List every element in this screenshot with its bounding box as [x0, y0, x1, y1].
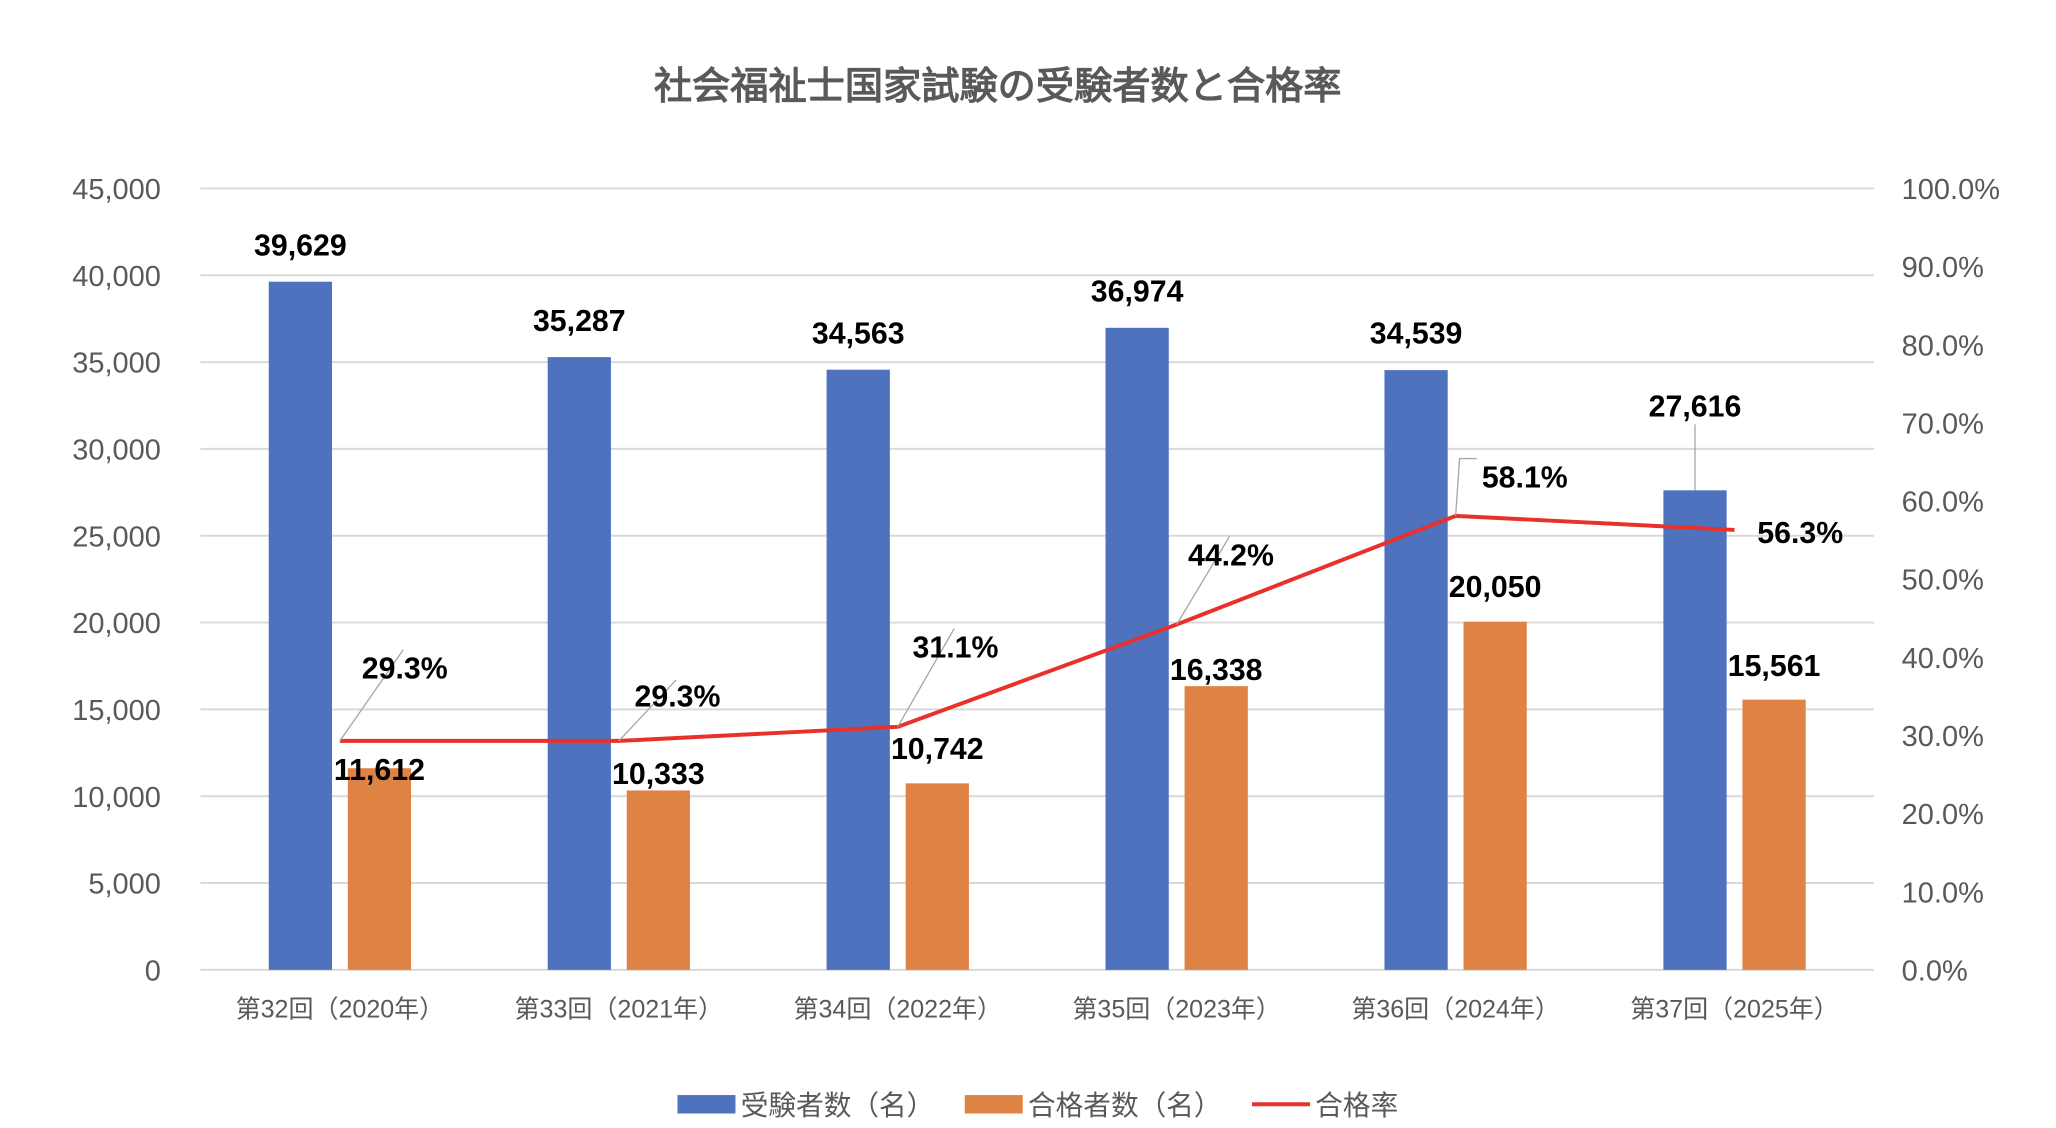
bar-examinees	[826, 369, 890, 970]
legend-label-rate: 合格率	[1315, 1090, 1398, 1121]
left-tick-label: 15,000	[72, 695, 161, 727]
bar-passers	[347, 768, 412, 970]
right-tick-label: 20.0%	[1902, 799, 1984, 831]
category-label: 第34回（2022年）	[793, 995, 1002, 1023]
legend-swatch-examinees	[677, 1095, 736, 1114]
left-tick-label: 40,000	[72, 261, 161, 293]
category-label: 第36回（2024年）	[1351, 995, 1560, 1023]
leader-line	[1176, 535, 1231, 625]
category-label: 第35回（2023年）	[1072, 995, 1281, 1023]
label-rate: 29.3%	[635, 680, 721, 713]
bar-passers	[1184, 686, 1248, 970]
leader-line	[897, 628, 955, 728]
leader-line	[1454, 457, 1477, 516]
label-examinees: 27,616	[1649, 390, 1742, 423]
left-tick-label: 30,000	[72, 434, 161, 466]
left-tick-label: 20,000	[72, 608, 161, 640]
label-examinees: 35,287	[533, 305, 626, 338]
label-rate: 58.1%	[1482, 462, 1568, 495]
right-tick-label: 30.0%	[1902, 721, 1984, 753]
right-tick-label: 100.0%	[1902, 174, 2000, 206]
right-axis: 0.0% 10.0% 20.0% 30.0% 40.0% 50.0% 60.0% 70.0% 8…	[1902, 174, 2000, 987]
bar-passers	[905, 783, 969, 970]
label-rate: 56.3%	[1757, 517, 1843, 550]
left-tick-label: 35,000	[72, 348, 161, 380]
label-examinees: 34,563	[812, 317, 905, 350]
category-label: 第37回（2025年）	[1630, 995, 1839, 1023]
legend-swatch-passers	[964, 1095, 1023, 1114]
bar-examinees	[547, 357, 611, 970]
label-examinees: 34,539	[1370, 318, 1463, 351]
label-rate: 29.3%	[362, 653, 448, 686]
chart-title: 社会福祉士国家試験の受験者数と合格率	[654, 65, 1342, 108]
legend-label-passers: 合格者数（名）	[1028, 1090, 1222, 1121]
legend-label-examinees: 受験者数（名）	[741, 1090, 935, 1121]
left-tick-label: 5,000	[88, 869, 161, 901]
label-examinees: 36,974	[1091, 275, 1184, 308]
right-tick-label: 0.0%	[1902, 955, 1968, 987]
bars	[268, 281, 1806, 970]
category-label: 第33回（2021年）	[515, 995, 724, 1023]
bar-passers	[626, 790, 690, 970]
left-tick-label: 25,000	[72, 521, 161, 553]
right-tick-label: 80.0%	[1902, 330, 1984, 362]
bar-examinees	[268, 281, 333, 970]
category-label: 第32回（2020年）	[236, 995, 445, 1023]
label-passers: 16,338	[1170, 654, 1263, 687]
leader-line	[618, 679, 677, 742]
label-passers: 15,561	[1728, 650, 1821, 683]
data-labels: 39,629 35,287 34,563 36,974 34,539 27,616 11,6…	[254, 229, 1843, 791]
label-examinees: 39,629	[254, 229, 347, 262]
left-tick-label: 45,000	[72, 174, 161, 206]
right-tick-label: 70.0%	[1902, 408, 1984, 440]
label-passers: 20,050	[1449, 571, 1542, 604]
bar-passers	[1742, 699, 1806, 970]
label-rate: 44.2%	[1188, 539, 1274, 572]
right-tick-label: 10.0%	[1902, 877, 1984, 909]
label-rate: 31.1%	[913, 632, 999, 665]
leader-line	[339, 649, 404, 742]
left-tick-label: 0	[145, 955, 161, 987]
label-passers: 11,612	[334, 754, 425, 787]
right-tick-label: 40.0%	[1902, 643, 1984, 675]
x-axis: 第32回（2020年） 第33回（2021年） 第34回（2022年） 第35回（20…	[236, 995, 1839, 1023]
bar-examinees	[1663, 490, 1727, 970]
bar-passers	[1463, 621, 1527, 970]
label-passers: 10,742	[891, 733, 984, 766]
right-tick-label: 50.0%	[1902, 565, 1984, 597]
left-tick-label: 10,000	[72, 782, 161, 814]
right-tick-label: 60.0%	[1902, 487, 1984, 519]
legend: 受験者数（名） 合格者数（名） 合格率	[677, 1090, 1398, 1121]
rate-line	[339, 513, 1735, 743]
bar-examinees	[1105, 327, 1169, 970]
label-passers: 10,333	[612, 758, 705, 791]
bar-examinees	[1384, 370, 1448, 970]
right-tick-label: 90.0%	[1902, 252, 1984, 284]
gridlines	[200, 187, 1875, 971]
rate-line-path	[339, 513, 1735, 743]
left-axis: 0 5,000 10,000 15,000 20,000 25,000 30,000 35,0…	[72, 174, 161, 987]
